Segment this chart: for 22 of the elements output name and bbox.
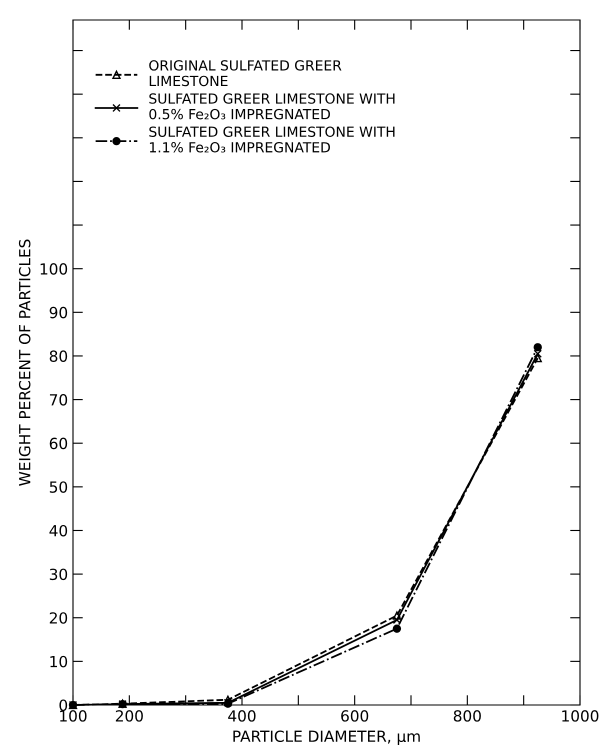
y-tick-label: 20 (50, 612, 68, 624)
x-axis-title: PARTICLE DIAMETER, µm (233, 730, 420, 745)
legend-label: SULFATED GREER LIMESTONE WITH 1.1% Fe₂O₃ IMPREGNATED (149, 126, 394, 153)
y-tick-label: 0 (59, 699, 68, 712)
y-tick-label: 80 (50, 350, 68, 362)
x-tick-label: 400 (228, 710, 256, 722)
x-tick-label: 600 (341, 710, 368, 722)
y-tick-label: 10 (50, 656, 68, 668)
x-tick-label: 200 (116, 710, 143, 722)
y-axis-title: WEIGHT PERCENT OF PARTICLES (18, 240, 30, 486)
y-tick-label: 90 (50, 306, 68, 318)
y-tick-label: 100 (40, 263, 68, 275)
x-tick-label: 800 (454, 710, 481, 722)
y-tick-label: 60 (50, 438, 68, 450)
legend-label: ORIGINAL SULFATED GREER LIMESTONE (149, 60, 342, 86)
legend-label: SULFATED GREER LIMESTONE WITH 0.5% Fe₂O₃ IMPREGNATED (149, 93, 394, 120)
x-tick-label: 1000 (562, 710, 598, 722)
y-tick-label: 40 (49, 524, 68, 536)
y-tick-label: 30 (50, 568, 68, 580)
x-tick-label: 100 (60, 710, 87, 722)
y-tick-label: 70 (50, 394, 68, 406)
y-tick-label: 50 (50, 481, 68, 493)
